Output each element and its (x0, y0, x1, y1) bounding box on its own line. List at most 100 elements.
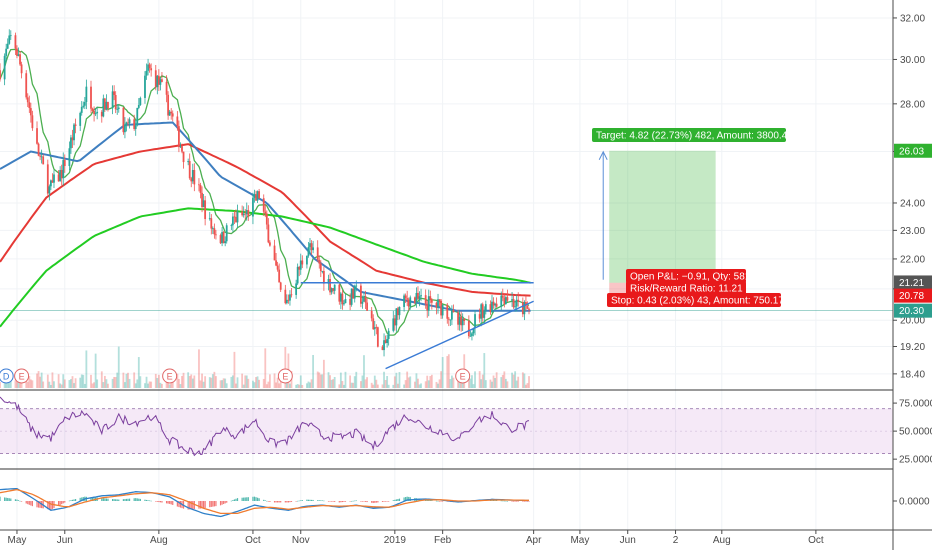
candle-body[interactable] (504, 297, 507, 304)
candle-body[interactable] (332, 288, 335, 291)
candle-body[interactable] (176, 116, 179, 127)
candle-body[interactable] (285, 299, 288, 304)
candle-body[interactable] (154, 70, 157, 88)
candle-body[interactable] (474, 314, 476, 328)
candle-body[interactable] (514, 306, 517, 308)
candle-body[interactable] (438, 299, 441, 301)
candle-body[interactable] (139, 97, 142, 105)
candle-body[interactable] (90, 86, 92, 109)
candle-body[interactable] (82, 105, 85, 107)
candle-body[interactable] (51, 180, 54, 183)
candle-body[interactable] (83, 102, 86, 106)
candle-body[interactable] (319, 263, 322, 272)
candle-body[interactable] (114, 94, 117, 110)
candle-body[interactable] (188, 161, 191, 179)
candle-body[interactable] (137, 104, 140, 108)
candle-body[interactable] (393, 318, 396, 326)
candle-body[interactable] (147, 64, 149, 71)
candle-body[interactable] (182, 151, 185, 163)
candle-body[interactable] (46, 164, 49, 194)
candle-body[interactable] (384, 340, 387, 344)
candle-body[interactable] (355, 285, 358, 287)
target-zone[interactable] (609, 150, 716, 283)
candle-body[interactable] (333, 284, 336, 291)
candle-body[interactable] (145, 70, 148, 76)
candle-body[interactable] (258, 191, 261, 199)
candle-body[interactable] (117, 107, 120, 109)
candle-body[interactable] (122, 107, 125, 133)
candle-body[interactable] (235, 217, 237, 223)
candle-body[interactable] (113, 91, 116, 95)
candle-body[interactable] (211, 228, 214, 230)
candle-body[interactable] (483, 310, 486, 318)
candle-body[interactable] (215, 234, 217, 236)
candle-body[interactable] (36, 128, 38, 144)
candle-body[interactable] (8, 35, 11, 44)
candle-body[interactable] (190, 178, 193, 182)
candle-body[interactable] (219, 235, 222, 244)
candle-body[interactable] (165, 81, 168, 95)
candle-body[interactable] (245, 210, 248, 215)
candle-body[interactable] (361, 301, 364, 304)
trendline[interactable] (385, 300, 534, 370)
candle-body[interactable] (452, 310, 455, 313)
candle-body[interactable] (103, 98, 106, 110)
candle-body[interactable] (264, 211, 267, 214)
candle-body[interactable] (53, 174, 55, 183)
candle-body[interactable] (306, 255, 308, 265)
candle-body[interactable] (191, 169, 194, 182)
candle-body[interactable] (20, 64, 23, 74)
candle-body[interactable] (161, 79, 163, 82)
candle-body[interactable] (204, 200, 207, 220)
candle-body[interactable] (124, 124, 126, 133)
candle-body[interactable] (284, 289, 287, 304)
candle-body[interactable] (128, 119, 131, 124)
candlesticks[interactable] (0, 29, 530, 357)
candle-body[interactable] (242, 213, 245, 216)
candle-body[interactable] (376, 327, 379, 347)
candle-body[interactable] (387, 330, 390, 339)
candle-body[interactable] (467, 320, 470, 337)
candle-body[interactable] (360, 285, 362, 304)
candle-body[interactable] (279, 282, 282, 290)
candle-body[interactable] (199, 185, 202, 193)
candle-body[interactable] (29, 108, 32, 116)
candle-body[interactable] (210, 218, 213, 229)
candle-body[interactable] (373, 327, 376, 330)
candle-body[interactable] (481, 304, 484, 318)
candle-body[interactable] (296, 266, 299, 284)
candle-body[interactable] (3, 55, 6, 80)
candle-body[interactable] (178, 126, 180, 148)
candle-body[interactable] (458, 316, 461, 325)
candle-body[interactable] (403, 295, 405, 307)
candle-body[interactable] (159, 79, 162, 85)
candle-body[interactable] (407, 299, 410, 307)
candle-body[interactable] (480, 304, 483, 319)
candle-body[interactable] (253, 194, 256, 198)
candle-body[interactable] (48, 186, 51, 194)
candle-body[interactable] (350, 288, 353, 305)
candle-body[interactable] (289, 294, 291, 301)
event-marker[interactable] (14, 368, 30, 384)
candle-body[interactable] (5, 48, 8, 56)
candle-body[interactable] (484, 304, 487, 311)
candle-body[interactable] (187, 161, 190, 163)
candle-body[interactable] (111, 91, 114, 109)
candle-body[interactable] (156, 75, 159, 88)
candle-body[interactable] (364, 296, 367, 303)
candle-body[interactable] (415, 292, 418, 303)
candle-body[interactable] (181, 146, 183, 152)
candle-body[interactable] (79, 112, 82, 126)
candle-body[interactable] (397, 308, 399, 316)
trendlines[interactable] (300, 282, 534, 370)
candle-body[interactable] (80, 106, 83, 113)
candle-body[interactable] (269, 242, 271, 246)
candle-body[interactable] (179, 146, 182, 148)
candle-body[interactable] (247, 210, 250, 217)
candle-body[interactable] (168, 111, 171, 116)
candle-body[interactable] (349, 299, 352, 305)
candle-body[interactable] (171, 113, 174, 117)
candle-body[interactable] (213, 228, 216, 235)
candle-body[interactable] (231, 216, 234, 226)
